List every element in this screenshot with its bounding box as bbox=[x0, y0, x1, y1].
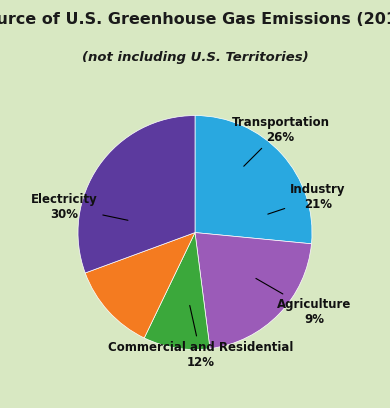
Text: Electricity
30%: Electricity 30% bbox=[30, 193, 128, 221]
Wedge shape bbox=[85, 233, 195, 338]
Text: Source of U.S. Greenhouse Gas Emissions (2014): Source of U.S. Greenhouse Gas Emissions … bbox=[0, 12, 390, 27]
Wedge shape bbox=[144, 233, 210, 350]
Text: Commercial and Residential
12%: Commercial and Residential 12% bbox=[108, 306, 294, 369]
Wedge shape bbox=[195, 233, 312, 348]
Text: Transportation
26%: Transportation 26% bbox=[231, 115, 330, 166]
Text: Agriculture
9%: Agriculture 9% bbox=[256, 278, 351, 326]
Text: (not including U.S. Territories): (not including U.S. Territories) bbox=[82, 51, 308, 64]
Wedge shape bbox=[195, 115, 312, 244]
Wedge shape bbox=[78, 115, 195, 273]
Text: Industry
21%: Industry 21% bbox=[268, 184, 346, 214]
